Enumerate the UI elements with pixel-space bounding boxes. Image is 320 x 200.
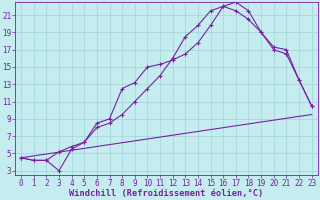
X-axis label: Windchill (Refroidissement éolien,°C): Windchill (Refroidissement éolien,°C): [69, 189, 263, 198]
